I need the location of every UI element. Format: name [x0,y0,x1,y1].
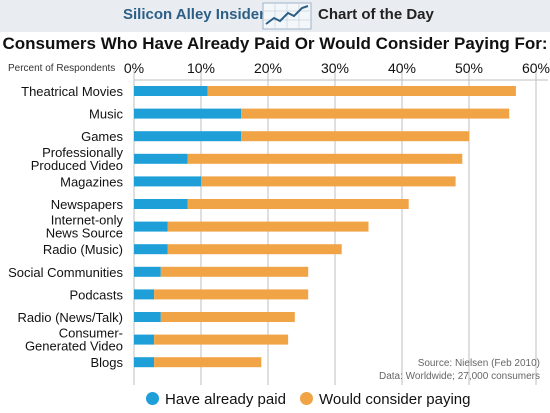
category-label: Podcasts [70,287,124,302]
bar-consider [160,312,295,322]
source-note: Source: Nielsen (Feb 2010) Data: Worldwi… [379,357,540,383]
bar-consider [154,334,289,345]
bar-consider [187,153,463,164]
tick-label: 40% [388,60,416,76]
category-label-line: Professionally [42,145,123,160]
bar-consider [154,289,309,300]
category-label-line: Produced Video [31,158,123,173]
category-label-line: News Source [46,226,123,241]
category-label: Consumer-Generated Video [25,326,123,354]
legend-item-consider: Would consider paying [300,391,470,408]
bar-consider [187,199,409,209]
bar-consider [207,86,516,96]
category-label: Radio (News/Talk) [18,310,123,325]
legend-label-consider: Would consider paying [319,391,471,408]
source-line: Source: Nielsen (Feb 2010) [417,358,540,369]
chart-title: Consumers Who Have Already Paid Or Would… [2,34,548,53]
category-label: Blogs [90,355,123,370]
brand-name: Silicon Alley Insider [123,6,265,23]
tick-label: 20% [254,60,282,76]
bar-paid [134,244,168,255]
bar-consider [201,176,456,187]
tick-label: 0% [124,60,144,76]
category-label: Social Communities [8,265,123,280]
trend-chart-icon [262,2,312,30]
category-label-line: Consumer- [59,326,123,341]
legend-swatch-consider [300,392,313,405]
bar-paid [134,289,155,300]
bar-paid [134,334,155,345]
legend-item-paid: Have already paid [146,391,286,408]
legend-swatch-paid [146,392,159,405]
category-label: Newspapers [51,197,124,212]
category-label: Music [89,107,123,122]
tick-label: 10% [187,60,215,76]
bar-paid [134,108,242,119]
tick-label: 60% [522,60,550,76]
category-label: Games [81,129,123,144]
legend-label-paid: Have already paid [165,391,286,408]
bar-consider [154,357,262,368]
bar-chart: Percent of Respondents 0% 10% 20% 30% 40% 50% 6… [8,60,550,385]
category-label: Professionally Produced Video [31,145,124,173]
category-label: Magazines [60,174,123,189]
bar-paid [134,131,242,142]
category-label-line: Internet-only [51,213,124,228]
bar-consider [167,244,342,255]
category-label: Radio (Music) [43,242,123,257]
bar-consider [241,108,510,119]
category-label: Theatrical Movies [21,84,123,99]
bar-paid [134,199,188,209]
bar-consider [167,221,369,232]
bar-paid [134,221,168,232]
bar-paid [134,176,201,187]
bar-consider [241,131,469,142]
bar-paid [134,86,208,96]
chart-header: Silicon Alley Insider Chart of the Day [0,0,550,32]
bar-paid [134,266,161,277]
data-line: Data: Worldwide; 27,000 consumers [378,371,540,382]
category-label: Internet-only News Source [46,213,124,241]
axis-label: Percent of Respondents [8,63,115,74]
bar-consider [160,266,309,277]
bar-paid [134,153,188,164]
bar-paid [134,357,155,368]
tick-label: 30% [321,60,349,76]
chart-of-the-day-label: Chart of the Day [318,6,434,23]
category-label-line: Generated Video [25,339,123,354]
tick-label: 50% [455,60,483,76]
bar-paid [134,312,161,322]
